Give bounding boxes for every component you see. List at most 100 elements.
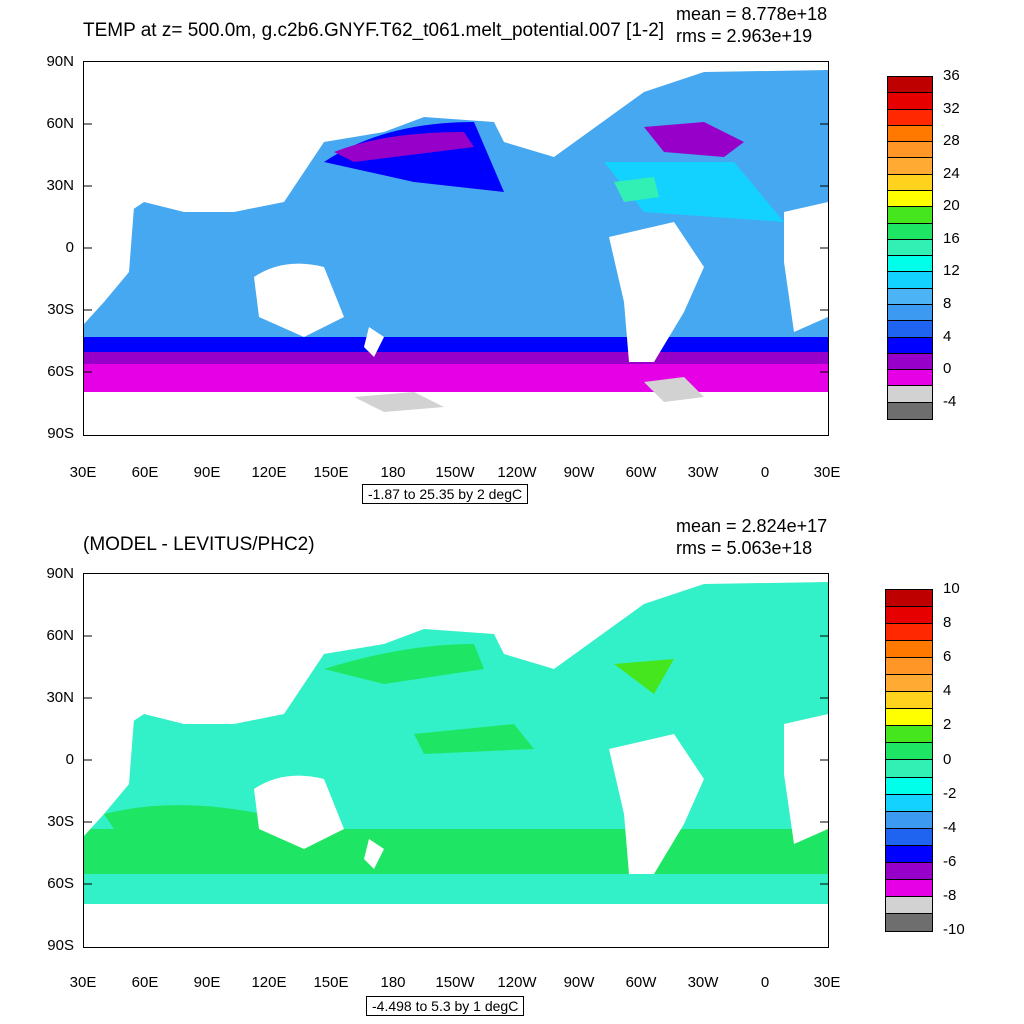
- colorbar-segment: [888, 125, 932, 143]
- lon-label-60e: 60E: [131, 464, 159, 481]
- colorbar-segment: [886, 879, 932, 897]
- south-america: [609, 734, 704, 874]
- colorbar-segment: [886, 794, 932, 812]
- panel1-range-label: -1.87 to 25.35 by 2 degC: [362, 484, 529, 504]
- colorbar-tick-label: -4: [943, 392, 957, 410]
- gulf-stream-positive: [614, 659, 674, 694]
- lat-label-30s: 30S: [47, 301, 74, 318]
- lon-label-0: 0: [760, 464, 770, 481]
- north-atlantic-cold: [644, 122, 744, 157]
- lat-label-30n: 30N: [46, 177, 74, 194]
- lat-label-30s: 30S: [47, 813, 74, 830]
- colorbar-segment: [886, 828, 932, 846]
- colorbar-segment: [886, 862, 932, 880]
- colorbar-segment: [886, 709, 932, 727]
- colorbar-tick-label: 24: [943, 164, 960, 182]
- colorbar-tick-label: 36: [943, 67, 960, 84]
- colorbar-segment: [886, 743, 932, 761]
- colorbar-segment: [888, 337, 932, 354]
- colorbar-tick-label: 6: [943, 648, 952, 666]
- colorbar-segment: [888, 402, 932, 419]
- colorbar-segment: [886, 658, 932, 676]
- colorbar-segment: [886, 913, 932, 931]
- australia: [254, 775, 344, 849]
- lon-label-0: 0: [760, 974, 770, 991]
- north-pacific-colder: [334, 132, 474, 162]
- colorbar-tick-label: 32: [943, 99, 960, 117]
- ross-sea-ice: [354, 392, 444, 412]
- lat-label-60n: 60N: [46, 115, 74, 132]
- northern-continents: [84, 62, 828, 232]
- equatorial-positive: [414, 724, 534, 754]
- lon-label-90w: 90W: [563, 464, 595, 481]
- colorbar-tick-label: 4: [943, 327, 952, 345]
- lon-label-30e-east: 30E: [813, 974, 841, 991]
- lat-label-0: 0: [65, 239, 74, 256]
- lon-label-150e: 150E: [313, 974, 349, 991]
- lon-label-150w: 150W: [435, 974, 475, 991]
- africa-east-coast: [84, 719, 134, 836]
- colorbar-segment: [888, 93, 932, 110]
- australia: [254, 263, 344, 337]
- lon-label-150e: 150E: [313, 464, 349, 481]
- lon-label-60e: 60E: [131, 974, 159, 991]
- colorbar-segment: [888, 142, 932, 159]
- lat-label-0: 0: [65, 751, 74, 768]
- map-ticks: [84, 123, 828, 373]
- lat-label-30n: 30N: [46, 689, 74, 706]
- colorbar-tick-label: 20: [943, 197, 960, 215]
- weddell-sea-ice: [644, 377, 704, 402]
- panel2-title: (MODEL - LEVITUS/PHC2): [83, 534, 315, 555]
- colorbar-segment: [886, 845, 932, 863]
- lat-label-60s: 60S: [47, 875, 74, 892]
- colorbar-tick-label: 0: [943, 360, 952, 378]
- new-zealand: [364, 327, 384, 357]
- south-america: [609, 222, 704, 362]
- colorbar-segment: [886, 675, 932, 693]
- lat-label-60s: 60S: [47, 363, 74, 380]
- lon-label-30e: 30E: [69, 464, 97, 481]
- colorbar-tick-label: 10: [943, 580, 960, 597]
- panel2-colorbar: [885, 589, 933, 932]
- colorbar-segment: [888, 321, 932, 338]
- colorbar-tick-label: 12: [943, 262, 960, 280]
- colorbar-tick-label: 28: [943, 132, 960, 150]
- colorbar-tick-label: 8: [943, 614, 952, 632]
- colorbar-segment: [888, 174, 932, 191]
- lon-label-150w: 150W: [435, 464, 475, 481]
- panel1-map: [83, 61, 829, 436]
- africa-east-coast: [84, 207, 134, 324]
- lat-label-90s: 90S: [47, 937, 74, 954]
- colorbar-segment: [888, 109, 932, 126]
- lon-label-120e: 120E: [251, 974, 287, 991]
- antarctica: [84, 904, 828, 947]
- colorbar-segment: [888, 158, 932, 175]
- panel2-mean: mean = 2.824e+17: [676, 516, 828, 536]
- northern-continents: [84, 574, 828, 744]
- colorbar-segment: [886, 641, 932, 659]
- colorbar-tick-label: -8: [943, 886, 957, 904]
- north-atlantic-warm: [604, 162, 784, 222]
- panel1-rms: rms = 2.963e+19: [676, 26, 813, 46]
- lon-label-30w: 30W: [687, 974, 719, 991]
- colorbar-segment: [888, 370, 932, 387]
- new-zealand: [364, 839, 384, 869]
- lon-label-90w: 90W: [563, 974, 595, 991]
- map-ticks: [84, 635, 828, 885]
- colorbar-tick-label: 2: [943, 716, 952, 734]
- lon-label-60w: 60W: [625, 974, 657, 991]
- colorbar-tick-label: 0: [943, 750, 952, 768]
- sargasso-warm: [614, 177, 659, 202]
- lon-label-90e: 90E: [193, 464, 221, 481]
- colorbar-segment: [888, 207, 932, 224]
- lat-label-90n: 90N: [46, 53, 74, 70]
- panel2-range-label: -4.498 to 5.3 by 1 degC: [366, 996, 525, 1016]
- colorbar-segment: [888, 304, 932, 322]
- colorbar-tick-label: 16: [943, 229, 960, 247]
- panel2-rms: rms = 5.063e+18: [676, 538, 813, 558]
- colorbar-tick-label: -10: [943, 921, 965, 938]
- colorbar-segment: [886, 692, 932, 710]
- colorbar-segment: [888, 256, 932, 273]
- indian-ocean-positive: [104, 805, 284, 844]
- lon-label-120w: 120W: [497, 974, 537, 991]
